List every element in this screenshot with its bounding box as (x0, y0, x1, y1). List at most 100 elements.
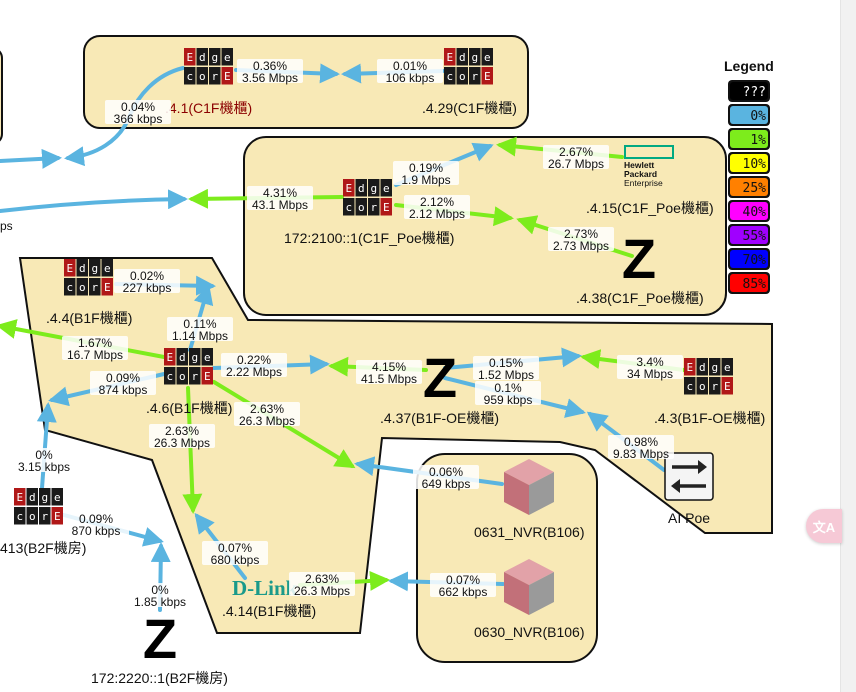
link-label[interactable]: 0.36%3.56 Mbps (237, 59, 303, 85)
node-label[interactable]: 413(B2F機房) (0, 540, 86, 556)
link-label[interactable]: 2.63%26.3 Mbps (289, 572, 355, 598)
link-label[interactable]: 2.67%26.7 Mbps (543, 145, 609, 171)
svg-text:E: E (686, 361, 693, 374)
link-label[interactable]: 0.1%959 kbps (475, 381, 541, 407)
node-label[interactable]: 0631_NVR(B106) (474, 524, 585, 540)
link-label[interactable]: 0.19%1.9 Mbps (393, 161, 459, 187)
dlink-logo-icon[interactable]: D-Link (232, 576, 298, 600)
legend-item: 1% (728, 128, 770, 150)
zyxel-z-icon[interactable]: Z (622, 227, 656, 290)
node-label[interactable]: .4.1(C1F機櫃) (165, 100, 252, 116)
zyxel-z-icon[interactable]: Z (143, 607, 177, 670)
svg-text:E: E (54, 510, 61, 523)
svg-text:o: o (29, 510, 36, 523)
svg-text:E: E (446, 51, 453, 64)
link-label[interactable]: 0%1.85 kbps (127, 583, 193, 609)
svg-text:o: o (459, 70, 466, 83)
node-label[interactable]: .4.29(C1F機櫃) (422, 100, 517, 116)
node-label[interactable]: 0630_NVR(B106) (474, 624, 585, 640)
link-label[interactable]: 0.98%9.83 Mbps (608, 435, 674, 461)
node-label[interactable]: .4.3(B1F-OE機櫃) (654, 410, 765, 426)
hpe-logo-icon[interactable]: Hewlett Packard Enterprise (624, 145, 674, 188)
link-utilization: 4.31% (263, 186, 297, 200)
svg-text:d: d (459, 51, 466, 64)
svg-text:d: d (179, 351, 186, 364)
link-label[interactable]: ps (0, 219, 13, 233)
legend-item: ??? (728, 80, 770, 102)
scrollbar[interactable] (840, 0, 856, 692)
node-label[interactable]: 172:2220::1(B2F機房) (91, 670, 228, 686)
link-label[interactable]: 0.07%662 kbps (430, 573, 496, 599)
svg-text:10%: 10% (743, 157, 767, 172)
svg-text:o: o (199, 70, 206, 83)
link-rate: 649 kbps (422, 477, 471, 491)
link-utilization: 0.11% (183, 317, 216, 331)
node-label[interactable]: .4.15(C1F_Poe機櫃) (586, 200, 714, 216)
link-label[interactable]: 2.12%2.12 Mbps (404, 195, 470, 221)
legend: Legend ??? 0% 1% 10% 25% 40% 55% 70% 85% (724, 58, 774, 294)
node-label[interactable]: AI Poe (668, 510, 710, 526)
node-label[interactable]: .4.14(B1F機櫃) (222, 603, 316, 619)
link-label[interactable]: 0.09%870 kbps (63, 512, 129, 538)
node-label[interactable]: .4.37(B1F-OE機櫃) (380, 410, 499, 426)
svg-text:0%: 0% (750, 109, 766, 124)
link-rate: 34 Mbps (627, 367, 673, 381)
node-label[interactable]: 172:2100::1(C1F_Poe機櫃) (284, 230, 454, 246)
link-label[interactable]: 2.63%26.3 Mbps (234, 402, 300, 428)
node-label[interactable]: .4.38(C1F_Poe機櫃) (576, 290, 704, 306)
link-label[interactable]: 4.31%43.1 Mbps (247, 186, 313, 212)
link-rate: 662 kbps (439, 585, 488, 599)
link-rate: 870 kbps (72, 524, 121, 538)
link-label[interactable]: 0.11%1.14 Mbps (167, 317, 233, 343)
svg-text:r: r (211, 70, 218, 83)
legend-item: 55% (728, 224, 770, 246)
link-rate: 366 kbps (114, 112, 163, 126)
svg-text:r: r (91, 281, 98, 294)
link-utilization: 0.04% (121, 100, 155, 114)
link-utilization: 2.67% (559, 145, 593, 159)
node-label[interactable]: .4.6(B1F機櫃) (146, 400, 232, 416)
cube-icon[interactable] (504, 459, 554, 515)
svg-text:Packard: Packard (624, 169, 657, 179)
link-utilization: 3.4% (636, 355, 664, 369)
link-label[interactable]: 0.02%227 kbps (114, 269, 180, 295)
link-label[interactable]: 2.63%26.3 Mbps (149, 424, 215, 450)
link-labels: 0.36%3.56 Mbps 0.01%106 kbps 0.04%366 kbps… (0, 59, 683, 609)
link-label[interactable]: 3.4%34 Mbps (617, 355, 683, 381)
svg-text:E: E (224, 70, 231, 83)
cube-icon[interactable] (504, 559, 554, 615)
link-label[interactable]: 0.04%366 kbps (105, 100, 171, 126)
svg-text:E: E (724, 380, 731, 393)
link-label[interactable]: 2.73%2.73 Mbps (548, 227, 614, 253)
link-label[interactable]: 0.22%2.22 Mbps (221, 353, 287, 379)
link-rate: 26.3 Mbps (154, 436, 210, 450)
link-label[interactable]: 4.15%41.5 Mbps (356, 360, 422, 386)
translate-button[interactable]: 文A (806, 509, 842, 543)
link-label[interactable]: 1.67%16.7 Mbps (62, 336, 128, 362)
link-label[interactable]: 0.06%649 kbps (413, 465, 479, 491)
svg-text:g: g (211, 51, 218, 64)
zyxel-z-icon[interactable]: Z (423, 346, 457, 409)
link-label[interactable]: 0%3.15 kbps (11, 448, 77, 474)
link-rate: 1.85 kbps (134, 595, 186, 609)
link-label[interactable]: 0.09%874 kbps (90, 371, 156, 397)
link-utilization: 0.36% (253, 59, 287, 73)
link-label[interactable]: 0.07%680 kbps (202, 541, 268, 567)
svg-text:1%: 1% (750, 133, 766, 148)
link-rate: 26.7 Mbps (548, 157, 604, 171)
link-rate: 680 kbps (211, 553, 260, 567)
node-label[interactable]: .4.4(B1F機櫃) (46, 310, 132, 326)
link-utilization: 2.12% (420, 195, 454, 209)
link-label[interactable]: 0.01%106 kbps (377, 59, 443, 85)
legend-item: 25% (728, 176, 770, 198)
link-label[interactable]: 0.15%1.52 Mbps (473, 356, 539, 382)
exchange-arrows-icon[interactable] (664, 452, 714, 501)
svg-text:c: c (686, 380, 693, 393)
